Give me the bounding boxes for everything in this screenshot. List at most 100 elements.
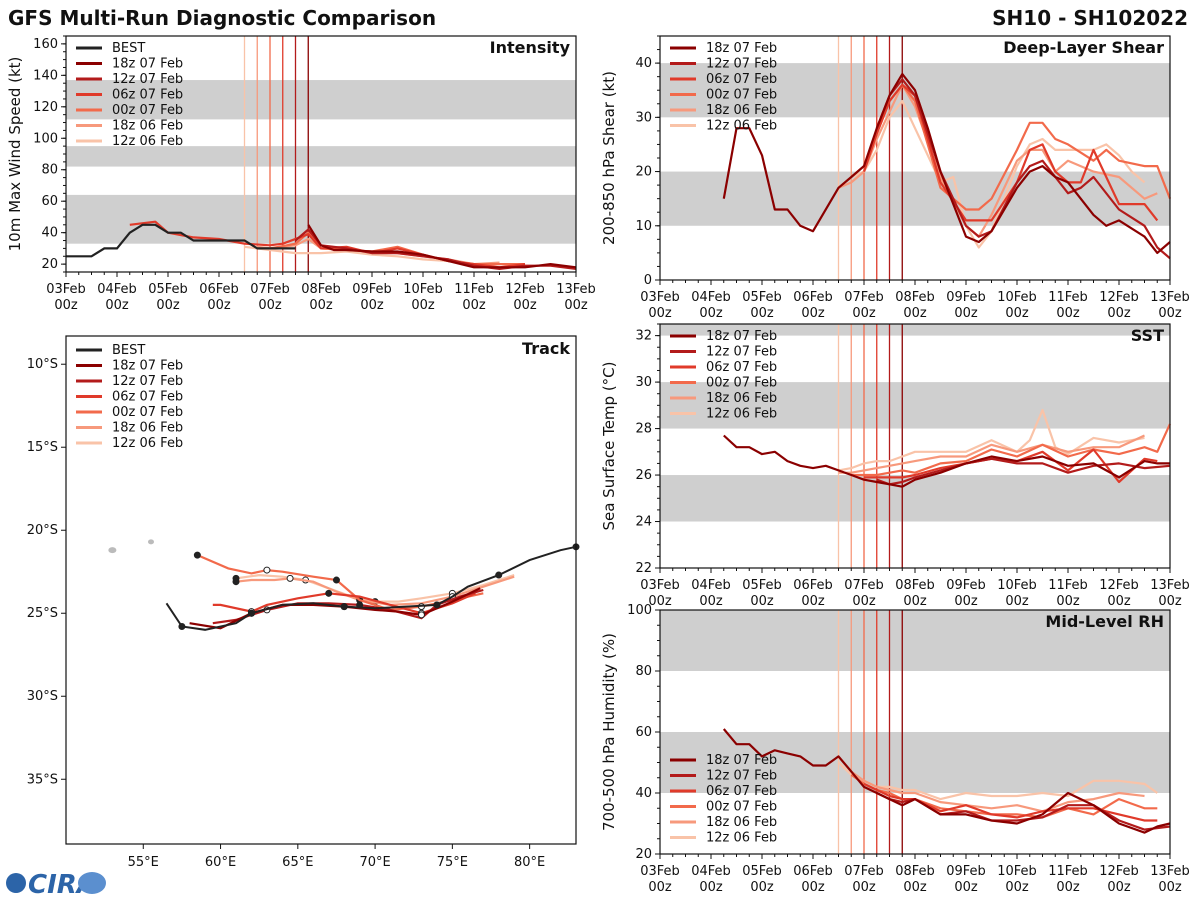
track-ytick-label: 10°S xyxy=(27,357,58,372)
rh-legend-label: 12z 07 Feb xyxy=(706,769,777,784)
sst-panel: 22242628303203Feb00z04Feb00z05Feb00z06Fe… xyxy=(600,323,1190,609)
shear-legend-label: 12z 06 Feb xyxy=(706,119,777,134)
sst-band xyxy=(660,475,1170,522)
rh-ytick-label: 80 xyxy=(635,664,652,679)
intensity-legend-label: 18z 06 Feb xyxy=(112,119,183,134)
shear-xtick-day: 03Feb xyxy=(640,290,680,305)
intensity-panel: 2040608010012014016003Feb00z04Feb00z05Fe… xyxy=(6,35,596,313)
track-xtick-label: 70°E xyxy=(359,855,390,870)
rh-ytick-label: 60 xyxy=(635,725,652,740)
intensity-xtick-hour: 00z xyxy=(564,298,588,313)
sst-xtick-hour: 00z xyxy=(1158,594,1182,609)
sst-xtick-day: 03Feb xyxy=(640,578,680,593)
shear-legend-label: 18z 07 Feb xyxy=(706,41,777,56)
intensity-xtick-day: 06Feb xyxy=(199,282,239,297)
track-best-point xyxy=(178,623,186,631)
shear-xtick-day: 04Feb xyxy=(691,290,731,305)
intensity-xtick-day: 10Feb xyxy=(403,282,443,297)
rh-xtick-hour: 00z xyxy=(699,880,723,895)
rh-xtick-day: 13Feb xyxy=(1150,864,1190,879)
rh-xtick-day: 04Feb xyxy=(691,864,731,879)
rh-xtick-hour: 00z xyxy=(1005,880,1029,895)
shear-ytick-label: 30 xyxy=(635,110,652,125)
track-legend-label: BEST xyxy=(112,343,145,358)
shear-series-line xyxy=(838,83,1158,238)
track-ytick-label: 15°S xyxy=(27,440,58,455)
rh-xtick-day: 12Feb xyxy=(1099,864,1139,879)
intensity-xtick-day: 09Feb xyxy=(352,282,392,297)
rh-series-line xyxy=(863,782,1158,822)
track-frame xyxy=(65,335,577,845)
intensity-xtick-hour: 00z xyxy=(309,298,333,313)
track-ytick-label: 20°S xyxy=(27,523,58,538)
rh-xtick-day: 08Feb xyxy=(895,864,935,879)
rh-xtick-hour: 00z xyxy=(801,880,825,895)
rh-series-line xyxy=(837,755,1145,813)
intensity-ytick-label: 140 xyxy=(33,68,58,83)
shear-series-line xyxy=(875,78,1171,260)
sst-series-line xyxy=(851,423,1172,477)
sst-ytick-label: 24 xyxy=(635,515,652,530)
sst-xtick-day: 06Feb xyxy=(793,578,833,593)
shear-legend-label: 06z 07 Feb xyxy=(706,72,777,87)
track-point xyxy=(417,611,425,619)
intensity-band xyxy=(66,80,576,120)
track-legend-label: 18z 07 Feb xyxy=(112,359,183,374)
sst-ytick-label: 26 xyxy=(635,468,652,483)
logo-swirl-icon xyxy=(78,872,106,894)
shear-xtick-hour: 00z xyxy=(954,306,978,321)
sst-ytick-label: 22 xyxy=(635,561,652,576)
track-xtick-label: 65°E xyxy=(282,855,313,870)
track-point xyxy=(332,576,340,584)
sst-legend-label: 12z 07 Feb xyxy=(706,345,777,360)
rh-series-line xyxy=(722,728,1171,834)
sst-legend-label: 00z 07 Feb xyxy=(706,376,777,391)
shear-series-line xyxy=(722,72,1171,254)
track-series-line xyxy=(196,554,484,612)
sst-legend-label: 18z 07 Feb xyxy=(706,329,777,344)
track-point xyxy=(286,574,294,582)
intensity-xtick-day: 12Feb xyxy=(505,282,545,297)
intensity-xtick-day: 08Feb xyxy=(301,282,341,297)
rh-xtick-day: 06Feb xyxy=(793,864,833,879)
intensity-legend-label: 06z 07 Feb xyxy=(112,88,183,103)
rh-ytick-label: 100 xyxy=(627,603,652,618)
track-xtick-label: 80°E xyxy=(514,855,545,870)
rh-xtick-day: 11Feb xyxy=(1048,864,1088,879)
sst-xtick-day: 13Feb xyxy=(1150,578,1190,593)
intensity-xtick-hour: 00z xyxy=(105,298,129,313)
track-point xyxy=(325,589,333,597)
sst-xtick-hour: 00z xyxy=(1107,594,1131,609)
sst-xtick-day: 05Feb xyxy=(742,578,782,593)
rh-xtick-day: 10Feb xyxy=(997,864,1037,879)
sst-legend-label: 06z 07 Feb xyxy=(706,360,777,375)
shear-xtick-day: 12Feb xyxy=(1099,290,1139,305)
track-best-point xyxy=(495,571,503,579)
rh-xtick-hour: 00z xyxy=(1107,880,1131,895)
rh-xtick-hour: 00z xyxy=(648,880,672,895)
rh-ytick-label: 40 xyxy=(635,786,652,801)
track-best-line xyxy=(165,545,577,631)
intensity-xtick-day: 05Feb xyxy=(148,282,188,297)
rh-xtick-hour: 00z xyxy=(1158,880,1182,895)
track-legend-label: 12z 06 Feb xyxy=(112,436,183,451)
intensity-xtick-day: 07Feb xyxy=(250,282,290,297)
rh-legend-label: 06z 07 Feb xyxy=(706,784,777,799)
sst-ytick-label: 28 xyxy=(635,422,652,437)
intensity-xtick-hour: 00z xyxy=(207,298,231,313)
shear-xtick-hour: 00z xyxy=(1056,306,1080,321)
sst-ytick-label: 30 xyxy=(635,375,652,390)
sst-legend-label: 12z 06 Feb xyxy=(706,407,777,422)
shear-ytick-label: 10 xyxy=(635,219,652,234)
sst-title: SST xyxy=(1131,326,1164,345)
intensity-legend-label: 12z 07 Feb xyxy=(112,72,183,87)
cira-logo: CIRA xyxy=(6,870,106,900)
shear-panel: 01020304003Feb00z04Feb00z05Feb00z06Feb00… xyxy=(600,35,1190,321)
intensity-legend-label: BEST xyxy=(112,41,145,56)
intensity-ytick-label: 40 xyxy=(41,226,58,241)
rh-ytick-label: 20 xyxy=(635,847,652,862)
intensity-xtick-day: 03Feb xyxy=(46,282,86,297)
rh-band xyxy=(660,732,1170,793)
shear-xtick-day: 09Feb xyxy=(946,290,986,305)
